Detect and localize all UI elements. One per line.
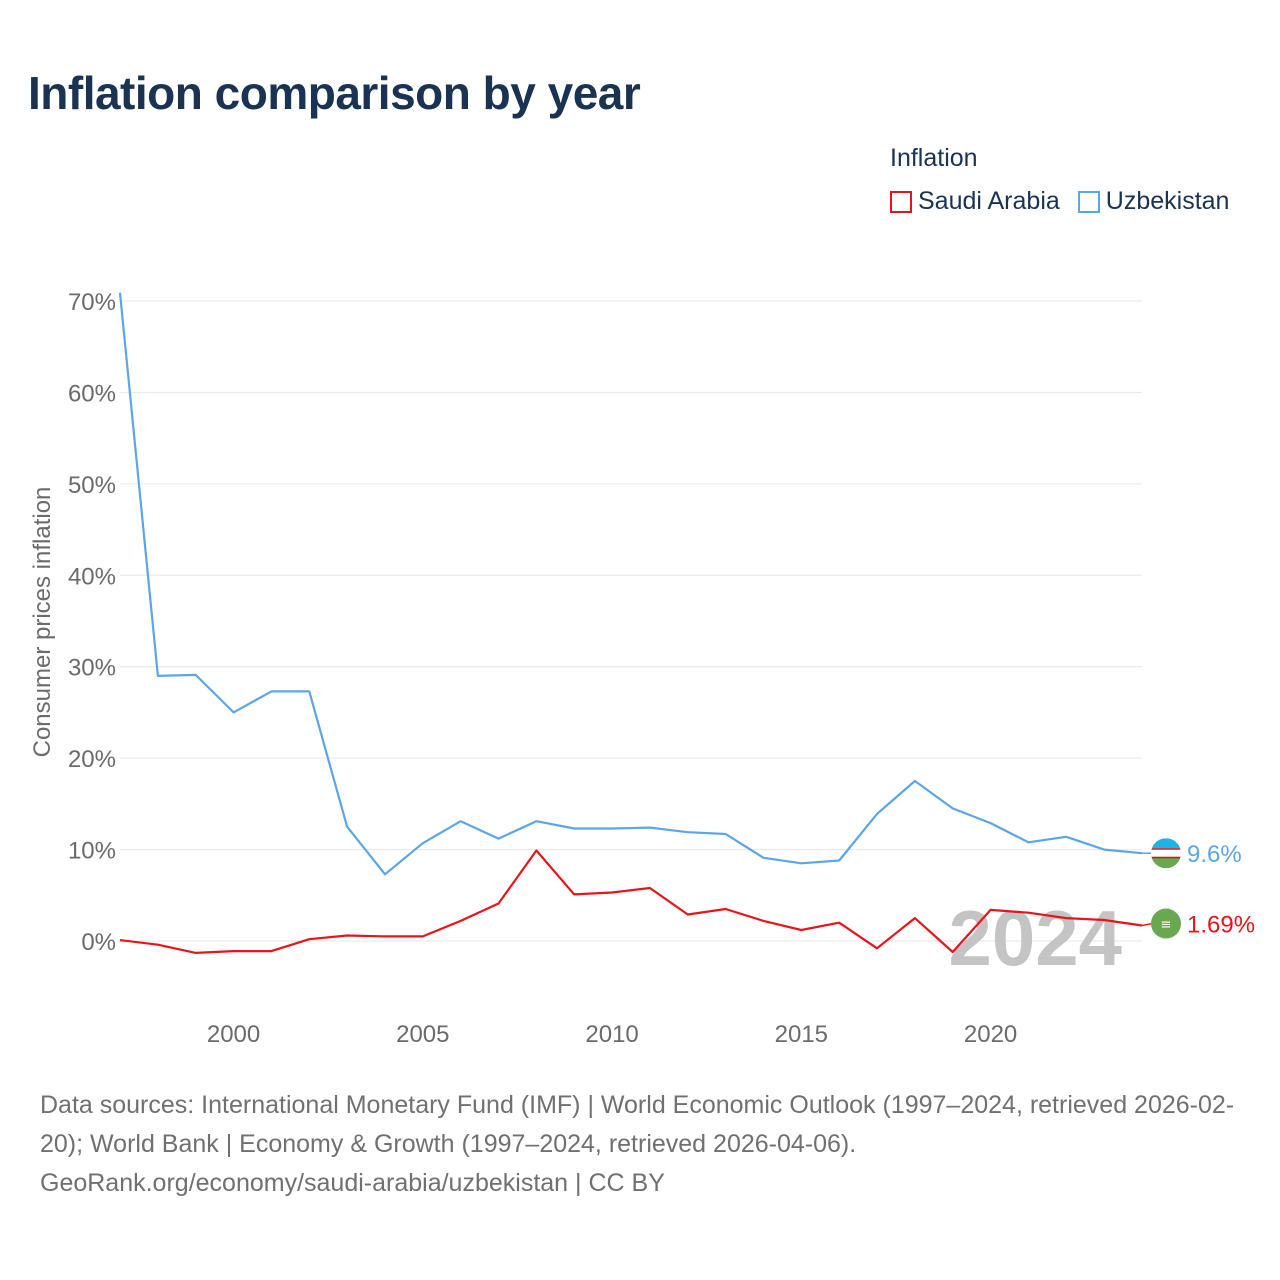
- series-line-saudi-arabia: [119, 849, 1143, 955]
- y-tick-label: 50%: [68, 472, 116, 499]
- source-text: Data sources: International Monetary Fun…: [40, 1091, 1235, 1158]
- legend-label-saudi-arabia: Saudi Arabia: [918, 187, 1060, 215]
- legend-item-saudi-arabia[interactable]: Saudi Arabia: [890, 187, 1060, 216]
- y-tick-label: 20%: [68, 746, 116, 773]
- x-tick-label: 2005: [396, 1021, 449, 1048]
- y-tick-label: 30%: [68, 655, 116, 682]
- legend: Inflation Saudi Arabia Uzbekistan: [890, 144, 1229, 216]
- y-tick-label: 60%: [68, 380, 116, 407]
- y-axis-label: Consumer prices inflation: [29, 487, 56, 758]
- end-value-label-uzbekistan: 9.6%: [1187, 841, 1242, 868]
- saudi-arabia-flag-icon: [1151, 908, 1181, 939]
- x-tick-label: 2000: [207, 1021, 260, 1048]
- x-tick-label: 2020: [964, 1021, 1017, 1048]
- end-value-label-saudi-arabia: 1.69%: [1187, 912, 1255, 939]
- flag-inscription-glyph: ≡: [1161, 918, 1172, 933]
- source-url: GeoRank.org/economy/saudi-arabia/uzbekis…: [40, 1169, 665, 1197]
- x-tick-label: 2015: [775, 1021, 828, 1048]
- source-note: Data sources: International Monetary Fun…: [40, 1086, 1250, 1203]
- legend-swatch-saudi-arabia: [890, 190, 912, 213]
- chart-title: Inflation comparison by year: [28, 67, 641, 119]
- series-line-uzbekistan: [118, 292, 1143, 876]
- legend-swatch-uzbekistan: [1077, 190, 1100, 213]
- y-tick-label: 70%: [68, 289, 116, 316]
- y-tick-label: 10%: [68, 838, 116, 865]
- year-watermark: 2024: [948, 894, 1122, 982]
- legend-label-uzbekistan: Uzbekistan: [1105, 187, 1230, 215]
- uzbekistan-flag-icon: [1151, 838, 1181, 869]
- y-tick-label: 0%: [81, 929, 116, 956]
- line-chart: 0% 10% 20% 30% 40% 50% 60% 70% 2000 2005 2010 2015 2…: [29, 289, 1255, 1048]
- y-tick-label: 40%: [68, 563, 116, 590]
- legend-item-uzbekistan[interactable]: Uzbekistan: [1077, 187, 1230, 216]
- x-tick-label: 2010: [585, 1021, 638, 1048]
- leader-line-saudi-arabia: [1141, 922, 1153, 927]
- legend-title: Inflation: [890, 144, 978, 172]
